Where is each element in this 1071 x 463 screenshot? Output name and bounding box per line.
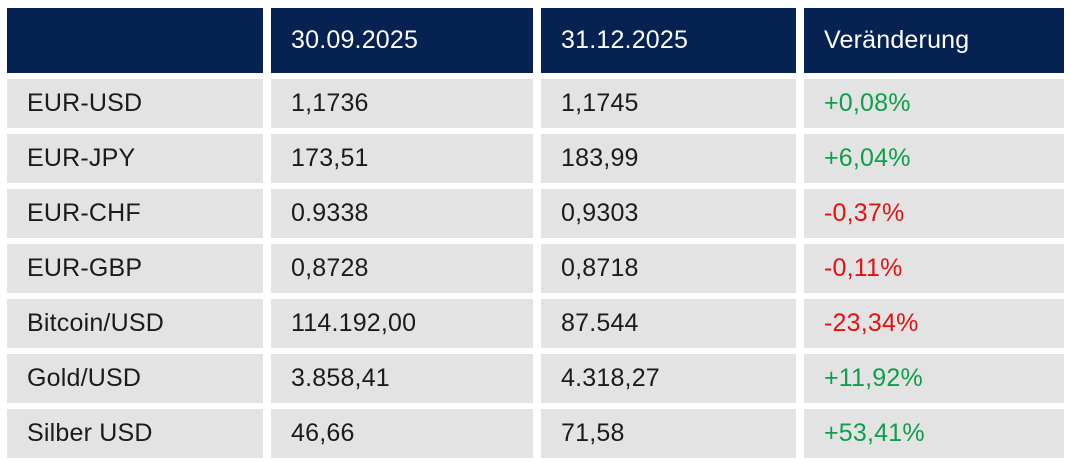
row-label: EUR-GBP — [7, 244, 263, 293]
row-value-end: 0,8718 — [541, 244, 796, 293]
row-label: Bitcoin/USD — [7, 299, 263, 348]
row-value-end: 4.318,27 — [541, 354, 796, 403]
row-change: +11,92% — [804, 354, 1064, 403]
row-change: -0,11% — [804, 244, 1064, 293]
row-change: +0,08% — [804, 79, 1064, 128]
row-label: EUR-JPY — [7, 134, 263, 183]
row-label: Silber USD — [7, 409, 263, 458]
row-value-start: 1,1736 — [271, 79, 533, 128]
row-label: EUR-CHF — [7, 189, 263, 238]
row-label: Gold/USD — [7, 354, 263, 403]
row-value-start: 0.9338 — [271, 189, 533, 238]
row-value-end: 1,1745 — [541, 79, 796, 128]
row-change: -0,37% — [804, 189, 1064, 238]
row-change: -23,34% — [804, 299, 1064, 348]
header-cell-date-end: 31.12.2025 — [541, 8, 796, 73]
row-value-end: 0,9303 — [541, 189, 796, 238]
exchange-rates-table: 30.09.2025 31.12.2025 Veränderung EUR-US… — [7, 8, 1064, 458]
row-value-start: 3.858,41 — [271, 354, 533, 403]
row-change: +53,41% — [804, 409, 1064, 458]
row-change: +6,04% — [804, 134, 1064, 183]
row-value-end: 71,58 — [541, 409, 796, 458]
row-value-end: 183,99 — [541, 134, 796, 183]
row-label: EUR-USD — [7, 79, 263, 128]
header-cell-date-start: 30.09.2025 — [271, 8, 533, 73]
row-value-start: 173,51 — [271, 134, 533, 183]
row-value-end: 87.544 — [541, 299, 796, 348]
row-value-start: 46,66 — [271, 409, 533, 458]
row-value-start: 114.192,00 — [271, 299, 533, 348]
row-value-start: 0,8728 — [271, 244, 533, 293]
header-cell-change: Veränderung — [804, 8, 1064, 73]
header-cell-empty — [7, 8, 263, 73]
